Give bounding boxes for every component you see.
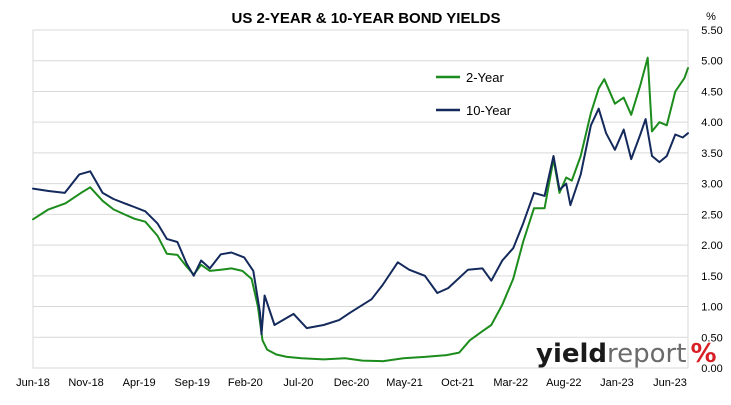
x-tick-label: Jun-18 <box>16 377 50 389</box>
x-tick-label: Sep-19 <box>175 377 210 389</box>
y-tick-label: 1.50 <box>701 271 722 283</box>
yieldreport-logo: yieldreport% <box>536 339 717 369</box>
y-tick-label: 2.00 <box>701 240 722 252</box>
logo-percent-symbol: % <box>690 339 716 369</box>
y-tick-label: 5.00 <box>701 56 722 68</box>
y-unit-label: % <box>706 11 716 23</box>
y-tick-label: 3.00 <box>701 179 722 191</box>
series-lines <box>32 56 689 363</box>
x-tick-label: Jun-23 <box>653 377 687 389</box>
series-line-2-year <box>32 56 689 363</box>
x-tick-label: Aug-22 <box>546 377 581 389</box>
y-tick-label: 3.50 <box>701 148 722 160</box>
y-tick-label: 2.50 <box>701 209 722 221</box>
x-tick-label: Dec-20 <box>334 377 369 389</box>
legend: 2-Year 10-Year <box>436 70 512 118</box>
y-tick-label: 5.50 <box>701 25 722 37</box>
y-axis: 0.00 0.50 1.00 1.50 2.00 2.50 3.00 3.50 4.00 4.50… <box>701 25 722 375</box>
x-tick-label: Jan-23 <box>600 377 634 389</box>
x-axis: Jun-18 Nov-18 Apr-19 Sep-19 Feb-20 Jul-20 Dec-… <box>16 377 687 389</box>
logo-word-report: report <box>607 339 686 369</box>
logo-word-yield: yield <box>536 339 607 369</box>
y-tick-label: 0.00 <box>701 363 722 375</box>
series-line-10-year <box>32 107 689 336</box>
legend-label-2-year: 2-Year <box>466 70 504 85</box>
chart-title: US 2-YEAR & 10-YEAR BOND YIELDS <box>232 10 501 27</box>
legend-label-10-year: 10-Year <box>466 103 512 118</box>
x-tick-label: Mar-22 <box>493 377 528 389</box>
plot-area-border <box>32 29 689 369</box>
x-tick-label: May-21 <box>386 377 423 389</box>
y-tick-label: 4.50 <box>701 86 722 98</box>
x-tick-label: Feb-20 <box>228 377 263 389</box>
y-tick-label: 1.00 <box>701 302 722 314</box>
x-tick-label: Oct-21 <box>441 377 474 389</box>
svg-text:yieldreport%: yieldreport% <box>536 339 717 369</box>
y-tick-label: 4.00 <box>701 117 722 129</box>
x-tick-label: Jul-20 <box>283 377 313 389</box>
gridlines <box>32 29 689 369</box>
x-tick-label: Apr-19 <box>123 377 156 389</box>
y-tick-label: 0.50 <box>701 332 722 344</box>
x-tick-label: Nov-18 <box>68 377 103 389</box>
